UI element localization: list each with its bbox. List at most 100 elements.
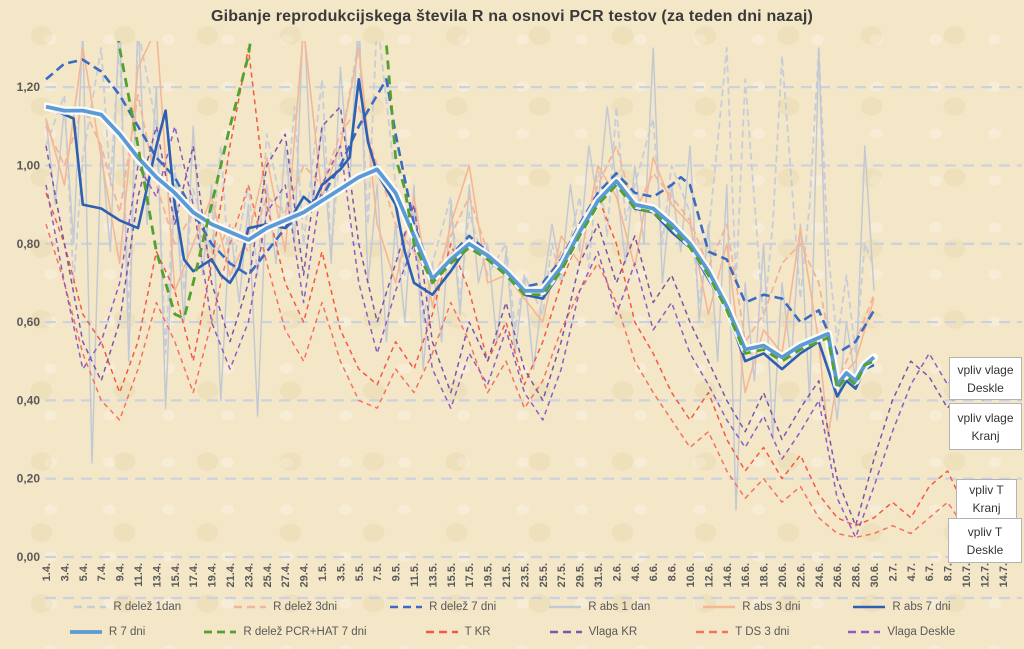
y-axis-label: 0,80	[17, 237, 41, 251]
legend-line-sample-icon	[696, 630, 729, 634]
x-axis-label: 12.7.	[979, 563, 991, 587]
x-axis-label: 1.5.	[317, 563, 329, 581]
legend-line-sample-icon	[234, 605, 267, 609]
legend-item-vlaga-deskle: Vlaga Deskle	[847, 626, 955, 638]
legend-item-r-dele-1dan: R delež 1dan	[73, 601, 181, 613]
series-line-r-dele-pcr-hat-7-dni	[117, 41, 875, 391]
annotation-text: Deskle	[967, 380, 1004, 395]
y-axis-label: 0,60	[17, 315, 41, 329]
annotation-text: Kranj	[972, 501, 1001, 515]
x-axis-label: 16.6.	[740, 563, 752, 587]
legend-row-2: R 7 dni R delež PCR+HAT 7 dni T KR Vlaga KR…	[0, 626, 1024, 638]
legend-label: Vlaga Deskle	[887, 626, 956, 638]
legend-label: R abs 1 dan	[588, 601, 651, 613]
x-axis-label: 5.5.	[354, 563, 366, 581]
x-axis-label: 2.7.	[887, 563, 899, 581]
annotation-text: vpliv vlage	[957, 362, 1014, 377]
legend-item-r-dele-pcr-hat-7-dni: R delež PCR+HAT 7 dni	[203, 626, 367, 638]
x-axis-label: 11.5.	[409, 563, 421, 587]
y-axis-label: 1,20	[17, 80, 41, 94]
annotation-text: vpliv T	[967, 524, 1003, 539]
legend-item-r-abs-7-dni: R abs 7 dni	[852, 601, 951, 613]
legend-line-sample-icon	[703, 605, 736, 609]
x-axis-label: 23.5.	[519, 563, 531, 587]
legend-label: R abs 3 dni	[742, 601, 801, 613]
legend-label: R delež 7 dni	[429, 601, 497, 613]
x-axis-label: 8.7.	[943, 563, 955, 581]
x-axis-label: 7.5.	[372, 563, 384, 581]
x-axis-label: 6.7.	[924, 563, 936, 581]
x-axis-label: 15.5.	[446, 563, 458, 587]
y-axis-label: 0,20	[17, 472, 41, 486]
annotation-box-vpliv-vlage-deskle: vpliv vlage Deskle	[949, 357, 1022, 400]
legend-label: R 7 dni	[108, 626, 146, 638]
x-axis-label: 11.4.	[133, 563, 145, 587]
legend-label: R delež 3dni	[273, 601, 338, 613]
x-axis-label: 6.6.	[648, 563, 660, 581]
series-line-t-ds-3-dni	[45, 184, 1004, 539]
x-axis-label: 12.6.	[703, 563, 715, 587]
x-axis-label: 15.4.	[170, 563, 182, 587]
legend-line-sample-icon	[853, 605, 886, 609]
x-axis-label: 17.4.	[188, 563, 200, 587]
legend-item-t-ds-3-dni: T DS 3 dni	[695, 626, 789, 638]
annotation-text: vpliv vlage	[957, 410, 1014, 425]
x-axis-label: 8.6.	[667, 563, 679, 581]
x-axis-label: 1.4.	[41, 563, 53, 581]
legend-row-1: R delež 1dan R delež 3dni R delež 7 dni R a…	[0, 601, 1024, 613]
x-axis-label: 18.6.	[759, 563, 771, 587]
annotation-text: vpliv T	[969, 483, 1004, 497]
x-axis-label: 21.5.	[501, 563, 513, 587]
y-axis-label: 0,40	[17, 393, 41, 407]
x-axis-label: 13.4.	[151, 563, 163, 587]
x-axis-label: 28.6.	[851, 563, 863, 587]
x-axis-label: 14.7.	[998, 563, 1010, 587]
legend-line-sample-icon	[74, 605, 107, 609]
x-axis-label: 24.6.	[814, 563, 826, 587]
x-axis: 1.4. 3.4. 5.4. 7.4. 9.4. 11.4. 13.4. 15.4. 17.4.…	[41, 563, 1010, 587]
annotation-text: Deskle	[966, 542, 1004, 557]
legend-item-r-abs-3-dni: R abs 3 dni	[702, 601, 800, 613]
legend-line-sample-icon	[549, 630, 582, 634]
x-axis-label: 4.7.	[906, 563, 918, 581]
x-axis-label: 27.5.	[556, 563, 568, 587]
legend-line-sample-icon	[848, 630, 881, 634]
x-axis-label: 5.4.	[78, 563, 90, 581]
legend-label: R delež 1dan	[113, 601, 182, 613]
legend-line-sample-icon	[69, 630, 102, 634]
legend-item-r-abs-1-dan: R abs 1 dan	[548, 601, 650, 613]
chart-title: Gibanje reprodukcijskega števila R na os…	[210, 8, 814, 25]
x-axis-label: 27.4.	[280, 563, 292, 587]
x-axis-label: 10.6.	[685, 563, 697, 587]
legend-label: T KR	[464, 626, 491, 638]
x-axis-label: 25.4.	[262, 563, 274, 587]
x-axis-label: 20.6.	[777, 563, 789, 587]
x-axis-label: 9.5.	[391, 563, 403, 581]
legend-line-sample-icon	[425, 630, 458, 634]
gridlines	[45, 86, 1022, 600]
x-axis-label: 9.4.	[115, 563, 127, 581]
y-axis: 0,00 0,20 0,40 0,60 0,80 1,00 1,20	[17, 80, 41, 564]
x-axis-label: 29.5.	[575, 563, 587, 587]
legend-line-sample-icon	[390, 605, 423, 609]
x-axis-label: 29.4.	[299, 563, 311, 587]
legend-line-sample-icon	[549, 605, 582, 609]
annotation-box-vpliv-t-deskle: vpliv T Deskle	[948, 518, 1022, 563]
series-group	[44, 41, 1004, 539]
legend-item-r-dele-7-dni: R delež 7 dni	[389, 601, 496, 613]
legend-line-sample-icon	[204, 630, 237, 634]
series-line-r-abs-3-dni	[45, 41, 875, 437]
x-axis-label: 22.6.	[795, 563, 807, 587]
series-line-vlaga-kr	[45, 105, 1004, 527]
legend-item-r-dele-3dni: R delež 3dni	[233, 601, 337, 613]
legend-label: R abs 7 dni	[892, 601, 951, 613]
x-axis-label: 26.6.	[832, 563, 844, 587]
x-axis-label: 3.5.	[335, 563, 347, 581]
x-axis-label: 31.5.	[593, 563, 605, 587]
x-axis-label: 23.4.	[243, 563, 255, 587]
x-axis-label: 14.6.	[722, 563, 734, 587]
annotation-box-vpliv-vlage-kranj: vpliv vlage Kranj	[949, 403, 1022, 450]
x-axis-label: 17.5.	[464, 563, 476, 587]
annotation-text: Kranj	[971, 428, 1000, 443]
